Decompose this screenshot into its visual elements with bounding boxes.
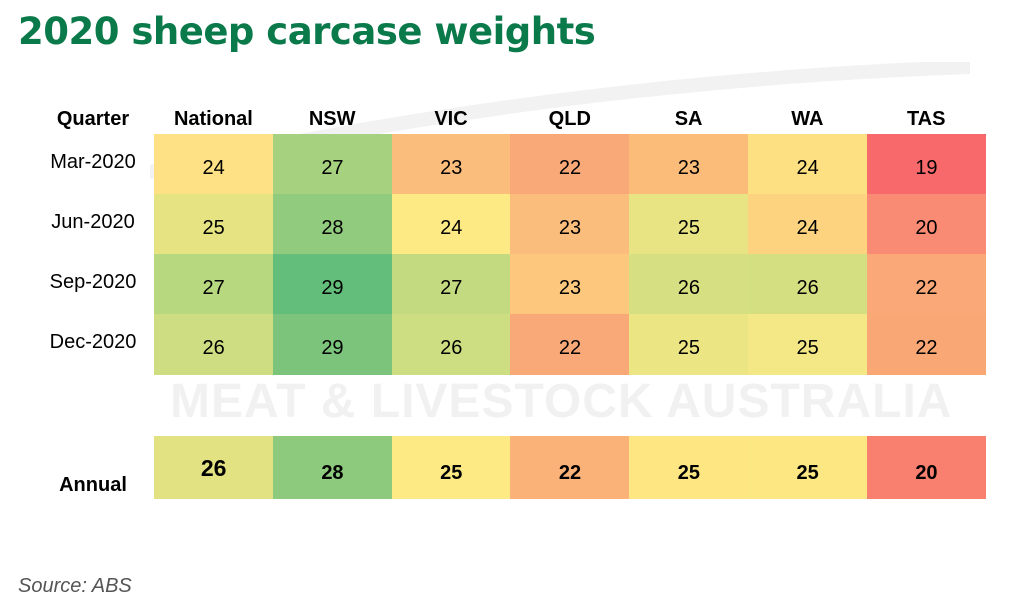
row-label: Mar-2020 <box>50 151 136 173</box>
column-header-3: QLD <box>548 108 591 130</box>
quarter-column-header: Quarter <box>56 108 130 130</box>
heatmap-cell: 23 <box>629 134 749 195</box>
heatmap-cell: 26 <box>154 314 274 375</box>
row-label: Sep-2020 <box>49 271 137 293</box>
heatmap-cell: 22 <box>510 314 630 375</box>
column-header-5: WA <box>791 108 824 130</box>
heatmap-cell: 23 <box>391 134 511 195</box>
heatmap-cell: 27 <box>154 254 274 315</box>
heatmap-cell: 20 <box>866 194 987 255</box>
row-label: Dec-2020 <box>49 331 137 353</box>
annual-cell: 25 <box>748 436 868 499</box>
heatmap-cell: 25 <box>629 194 749 255</box>
heatmap-cell: 23 <box>510 194 630 255</box>
column-header-6: TAS <box>906 108 946 130</box>
heatmap-cell: 22 <box>866 314 987 375</box>
annual-row-label: Annual <box>59 474 127 496</box>
column-header-1: NSW <box>308 108 356 130</box>
heatmap-cell: 29 <box>272 254 393 315</box>
annual-cell: 25 <box>629 436 749 499</box>
heatmap-cell: 22 <box>866 254 987 315</box>
heatmap-cell: 28 <box>272 194 393 255</box>
row-label: Jun-2020 <box>51 211 135 233</box>
source-note: Source: ABS <box>18 575 132 597</box>
annual-cell: 26 <box>154 436 274 499</box>
heatmap-cell: 25 <box>154 194 274 255</box>
heatmap-cell: 23 <box>510 254 630 315</box>
heatmap-cell: 25 <box>629 314 749 375</box>
heatmap-cell: 26 <box>629 254 749 315</box>
heatmap-cell: 19 <box>866 134 987 195</box>
heatmap-cell: 24 <box>391 194 511 255</box>
heatmap-cell: 29 <box>272 314 393 375</box>
heatmap-cell: 22 <box>510 134 630 195</box>
annual-cell: 20 <box>866 436 987 499</box>
heatmap-cell: 24 <box>748 134 868 195</box>
chart-title: 2020 sheep carcase weights <box>18 10 596 53</box>
heatmap-cell: 27 <box>391 254 511 315</box>
heatmap-cell: 24 <box>748 194 868 255</box>
heatmap-cell: 24 <box>154 134 274 195</box>
heatmap-cell: 26 <box>748 254 868 315</box>
column-header-4: SA <box>674 108 703 130</box>
annual-cell: 22 <box>510 436 630 499</box>
watermark-text: MEAT & LIVESTOCK AUSTRALIA <box>170 375 953 428</box>
column-header-0: National <box>173 108 253 130</box>
column-header-2: VIC <box>434 108 468 130</box>
annual-cell: 25 <box>391 436 511 499</box>
heatmap-cell: 25 <box>748 314 868 375</box>
heatmap-cell: 26 <box>391 314 511 375</box>
annual-cell: 28 <box>272 436 393 499</box>
heatmap-cell: 27 <box>272 134 393 195</box>
